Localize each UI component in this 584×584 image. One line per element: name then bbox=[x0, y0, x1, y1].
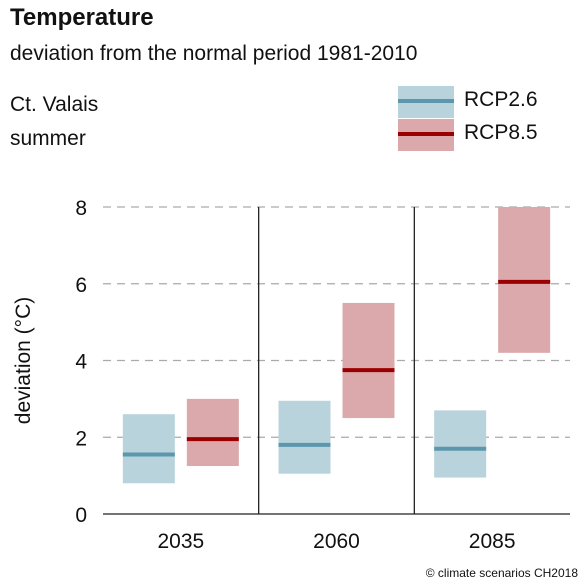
y-tick-label: 8 bbox=[75, 197, 87, 220]
legend-line-rcp85 bbox=[398, 132, 454, 136]
legend-item-rcp26: RCP2.6 bbox=[398, 86, 558, 118]
legend-item-rcp85: RCP8.5 bbox=[398, 119, 558, 151]
legend-line-rcp26 bbox=[398, 99, 454, 103]
x-tick-label: 2085 bbox=[469, 530, 516, 553]
legend-label-rcp26: RCP2.6 bbox=[464, 88, 538, 111]
y-tick-label: 2 bbox=[75, 427, 87, 450]
x-tick-label: 2060 bbox=[313, 530, 360, 553]
legend-label-rcp85: RCP8.5 bbox=[464, 121, 538, 144]
y-tick-label: 0 bbox=[75, 504, 87, 527]
y-tick-label: 6 bbox=[75, 274, 87, 297]
range-box-rcp26 bbox=[434, 410, 487, 478]
range-box-rcp85 bbox=[186, 398, 239, 467]
chart-subtitle: deviation from the normal period 1981-20… bbox=[10, 42, 418, 65]
region-label: Ct. Valais bbox=[10, 93, 99, 116]
range-box-rcp85 bbox=[342, 302, 395, 419]
y-axis-label: deviation (°C) bbox=[12, 297, 35, 424]
chart-title: Temperature bbox=[10, 4, 154, 31]
season-label: summer bbox=[10, 127, 86, 150]
credit-text: © climate scenarios CH2018 bbox=[425, 566, 578, 580]
y-tick-label: 4 bbox=[75, 351, 87, 374]
range-box-rcp26 bbox=[122, 414, 175, 484]
range-box-rcp26 bbox=[278, 400, 331, 474]
x-tick-label: 2035 bbox=[157, 530, 204, 553]
